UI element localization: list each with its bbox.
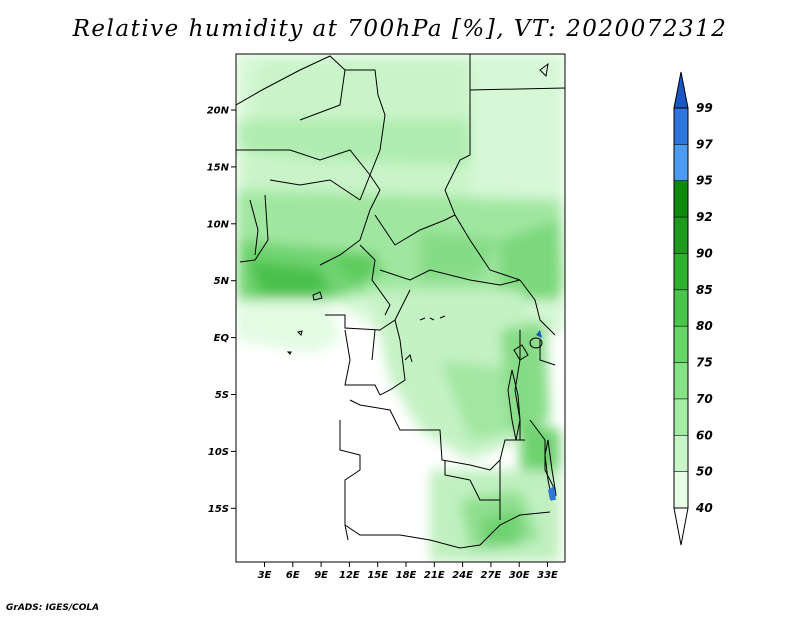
lon-label: 3E — [258, 570, 272, 581]
colorbar-segment — [674, 144, 688, 181]
lat-label: 5S — [215, 390, 229, 401]
lon-label: 27E — [481, 570, 502, 581]
lon-label: 30E — [509, 570, 530, 581]
colorbar-segment — [674, 362, 688, 399]
map-frame — [235, 53, 566, 563]
colorbar-segment — [674, 217, 688, 254]
colorbar-label: 75 — [696, 356, 713, 370]
colorbar-label: 70 — [696, 392, 713, 406]
colorbar-over-triangle — [673, 71, 689, 109]
colorbar-segment — [674, 435, 688, 472]
colorbar-label: 80 — [696, 319, 713, 333]
grads-credit: GrADS: IGES/COLA — [6, 603, 100, 613]
colorbar-segment — [674, 289, 688, 327]
colorbar-under-triangle — [673, 507, 689, 546]
lon-label: 6E — [286, 570, 300, 581]
lon-label: 33E — [537, 570, 558, 581]
colorbar-segment — [674, 253, 688, 290]
colorbar-label: 40 — [695, 501, 713, 515]
lat-label: 10N — [207, 219, 230, 230]
colorbar-label: 85 — [696, 283, 713, 297]
lon-label: 18E — [396, 570, 417, 581]
lat-label: 10S — [208, 447, 229, 458]
colorbar-label: 50 — [696, 465, 713, 479]
colorbar-label: 95 — [696, 174, 713, 188]
lon-label: 15E — [367, 570, 388, 581]
colorbar-segment — [674, 108, 688, 145]
colorbar-segment — [674, 180, 688, 218]
latitude-axis: 20N 15N 10N 5N EQ 5S 10S 15S — [207, 106, 236, 515]
colorbar: 40 50 60 70 75 80 85 90 92 95 97 99 — [673, 71, 713, 546]
colorbar-segment — [674, 398, 688, 436]
lat-label: 15S — [208, 504, 229, 515]
lat-label: 5N — [214, 276, 230, 287]
lon-label: 24E — [452, 570, 473, 581]
lat-label: 15N — [207, 162, 230, 173]
colorbar-segment — [674, 326, 688, 363]
colorbar-label: 60 — [696, 428, 713, 442]
map-title: Relative humidity at 700hPa [%], VT: 202… — [72, 16, 728, 42]
colorbar-segment — [674, 471, 688, 508]
country-borders — [236, 54, 565, 549]
lat-label: 20N — [207, 106, 230, 117]
colorbar-label: 90 — [696, 246, 713, 260]
lon-label: 21E — [424, 570, 445, 581]
lat-label: EQ — [214, 333, 230, 344]
lon-label: 12E — [339, 570, 360, 581]
colorbar-label: 92 — [696, 210, 713, 224]
colorbar-label: 97 — [696, 137, 713, 151]
colorbar-label: 99 — [696, 101, 713, 115]
longitude-axis: 3E 6E 9E 12E 15E 18E 21E 24E 27E 30E 33E — [258, 562, 558, 581]
water-highlights — [536, 330, 556, 500]
lon-label: 9E — [314, 570, 328, 581]
